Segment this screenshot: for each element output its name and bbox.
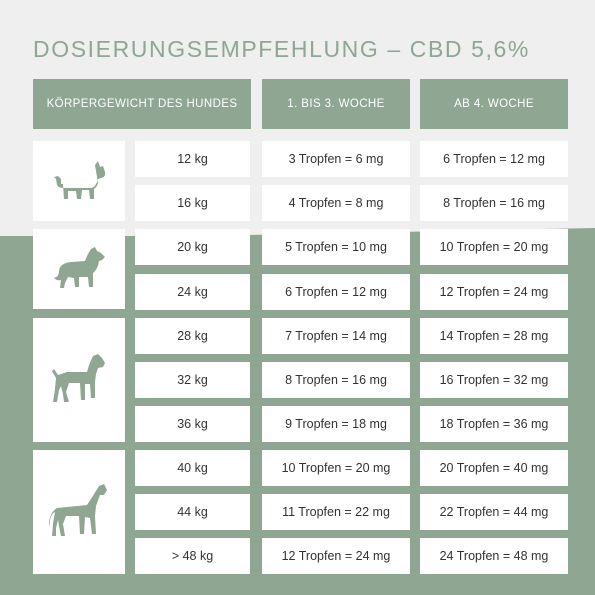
week-1-3-cell: 3 Tropfen = 6 mg [262,141,410,177]
weight-cell: 36 kg [135,406,250,442]
week-4-cell: 8 Tropfen = 16 mg [420,185,568,221]
week-4-cell: 10 Tropfen = 20 mg [420,229,568,265]
french-bulldog-icon [33,141,125,221]
week-1-3-cell: 6 Tropfen = 12 mg [262,274,410,310]
week-1-3-cell: 12 Tropfen = 24 mg [262,538,410,574]
week-4-cell: 16 Tropfen = 32 mg [420,362,568,398]
week-1-3-cell: 11 Tropfen = 22 mg [262,494,410,530]
week-4-cell: 24 Tropfen = 48 mg [420,538,568,574]
shepherd-dog-icon [33,229,125,309]
week-4-cell: 20 Tropfen = 40 mg [420,450,568,486]
week-4-cell: 6 Tropfen = 12 mg [420,141,568,177]
weight-cell: 40 kg [135,450,250,486]
week-1-3-cell: 4 Tropfen = 8 mg [262,185,410,221]
mastiff-dog-icon [33,318,125,442]
weight-cell: 16 kg [135,185,250,221]
week-1-3-cell: 10 Tropfen = 20 mg [262,450,410,486]
great-dane-icon [33,450,125,574]
week-1-3-cell: 8 Tropfen = 16 mg [262,362,410,398]
week-1-3-cell: 5 Tropfen = 10 mg [262,229,410,265]
week-4-cell: 14 Tropfen = 28 mg [420,318,568,354]
weight-cell: 12 kg [135,141,250,177]
weight-cell: 24 kg [135,274,250,310]
weight-cell: 28 kg [135,318,250,354]
weight-cell: 44 kg [135,494,250,530]
header-week-1-3: 1. BIS 3. WOCHE [262,79,410,129]
week-4-cell: 18 Tropfen = 36 mg [420,406,568,442]
page-title: DOSIERUNGSEMPFEHLUNG – CBD 5,6% [33,36,530,62]
weight-cell: 32 kg [135,362,250,398]
header-weight: KÖRPERGEWICHT DES HUNDES [33,79,251,129]
week-1-3-cell: 7 Tropfen = 14 mg [262,318,410,354]
week-4-cell: 22 Tropfen = 44 mg [420,494,568,530]
week-1-3-cell: 9 Tropfen = 18 mg [262,406,410,442]
weight-cell: 20 kg [135,229,250,265]
week-4-cell: 12 Tropfen = 24 mg [420,274,568,310]
weight-cell: > 48 kg [135,538,250,574]
header-week-4: AB 4. WOCHE [420,79,568,129]
